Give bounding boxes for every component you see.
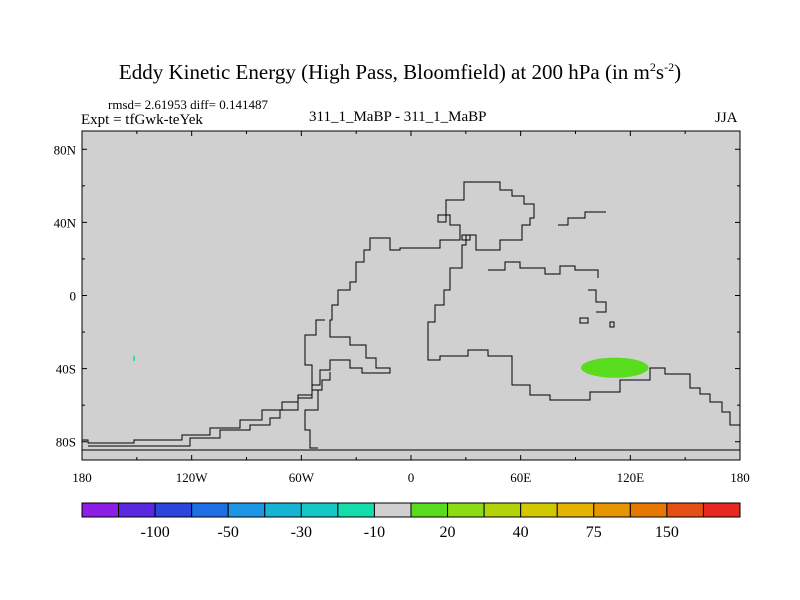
colorbar-swatch xyxy=(629,502,668,518)
colorbar-label: -50 xyxy=(218,524,239,541)
colorbar-swatch xyxy=(227,502,266,518)
y-tick-label: 0 xyxy=(70,289,77,304)
coastline-island-2 xyxy=(461,234,471,241)
colorbar-swatch xyxy=(337,502,375,518)
y-tick-label: 80S xyxy=(56,435,76,450)
coastline-asia-mainland xyxy=(488,261,599,278)
y-tick-label: 40S xyxy=(56,362,76,377)
colorbar-swatch xyxy=(373,502,412,518)
colorbar-label: 150 xyxy=(655,524,679,541)
colorbar-label: 20 xyxy=(440,524,456,541)
colorbar-label: -10 xyxy=(364,524,385,541)
coastline-island-3 xyxy=(579,317,589,324)
colorbar-swatch xyxy=(666,502,704,518)
colorbar-swatch xyxy=(300,502,339,518)
x-tick-label: 60W xyxy=(289,470,315,485)
colorbar-label: 40 xyxy=(513,524,529,541)
coastline-eurasia xyxy=(427,181,741,440)
coastline-island-1 xyxy=(437,214,447,223)
colorbar-swatch xyxy=(483,502,522,518)
colorbar-swatch xyxy=(702,502,741,518)
colorbar-swatch xyxy=(191,502,229,518)
stats-label: rmsd= 2.61953 diff= 0.141487 xyxy=(108,97,268,112)
coastline-south-america-inner xyxy=(88,372,331,447)
coastline-chile xyxy=(304,319,325,449)
colorbar-swatch xyxy=(154,502,193,518)
chart-title: Eddy Kinetic Energy (High Pass, Bloomfie… xyxy=(118,60,682,84)
experiment-label: Expt = tfGwk-teYek xyxy=(81,112,203,128)
x-tick-label: 60E xyxy=(510,470,531,485)
colorbar-swatch xyxy=(81,502,120,518)
anomaly-region-1 xyxy=(580,357,649,378)
x-tick-label: 180 xyxy=(730,470,750,485)
coastline-island-4 xyxy=(609,321,615,328)
colorbar-swatch xyxy=(520,502,558,518)
colorbar-label: -30 xyxy=(291,524,312,541)
season-label: JJA xyxy=(715,110,738,126)
x-tick-label: 0 xyxy=(408,470,415,485)
coastline-indonesia xyxy=(588,289,607,313)
colorbar-swatch xyxy=(410,502,449,518)
x-tick-label: 120W xyxy=(176,470,209,485)
colorbar-swatch xyxy=(447,502,485,518)
colorbar-swatch xyxy=(264,502,302,518)
anomaly-region-2 xyxy=(133,355,136,362)
colorbar-swatch xyxy=(556,502,595,518)
map-panel xyxy=(81,130,741,461)
colorbar-swatch xyxy=(118,502,156,518)
x-tick-label: 180 xyxy=(72,470,92,485)
colorbar-label: 75 xyxy=(586,524,602,541)
x-tick-label: 120E xyxy=(617,470,645,485)
y-tick-label: 80N xyxy=(54,142,77,157)
colorbar-label: -100 xyxy=(140,524,169,541)
comparison-label: 311_1_MaBP - 311_1_MaBP xyxy=(309,109,487,125)
y-tick-label: 40N xyxy=(54,215,77,230)
map-background xyxy=(82,131,740,460)
coastline-americas xyxy=(82,214,461,444)
colorbar-swatch xyxy=(593,502,631,518)
coastline-japan xyxy=(558,211,606,226)
